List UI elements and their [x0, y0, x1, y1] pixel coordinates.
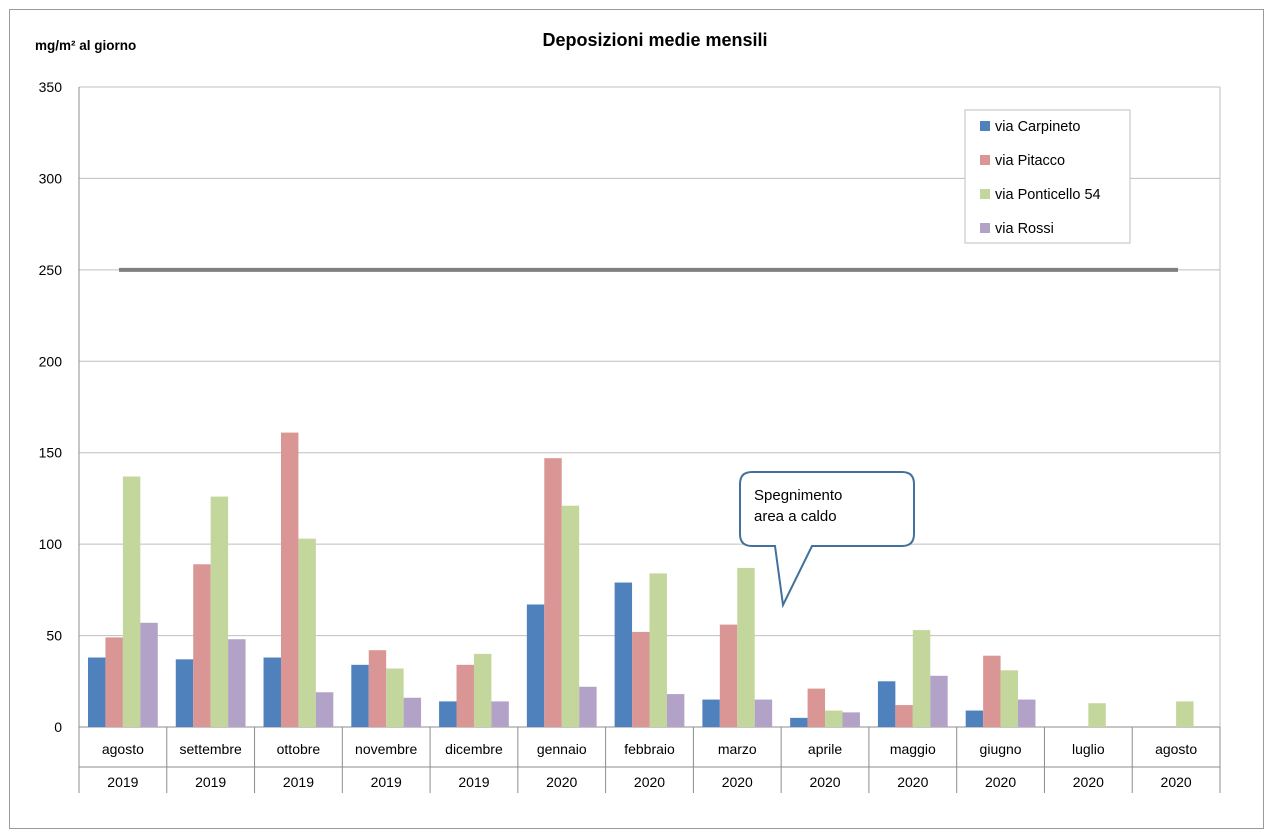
bar-via-rossi [754, 699, 773, 727]
legend-label: via Rossi [995, 221, 1054, 237]
bar-via-carpineto [614, 582, 633, 727]
y-axis-label: mg/m² al giorno [35, 38, 137, 53]
bar-via-rossi [228, 639, 246, 727]
bar-via-rossi [666, 694, 685, 727]
y-tick-label: 350 [39, 79, 63, 95]
y-tick-label: 250 [39, 262, 63, 278]
bar-via-rossi [579, 686, 597, 727]
legend-swatch [980, 155, 990, 165]
x-tick-label-month: settembre [180, 741, 242, 757]
x-tick-label-year: 2020 [1161, 774, 1192, 790]
bar-via-pitacco [193, 564, 211, 727]
bar-via-carpineto [877, 681, 896, 727]
x-tick-label-year: 2019 [107, 774, 138, 790]
bar-via-pitacco [368, 650, 387, 727]
x-tick-label-month: marzo [718, 741, 757, 757]
annotation-callout [739, 471, 915, 609]
bar-via-pitacco [105, 637, 123, 727]
legend-swatch [980, 121, 990, 131]
x-tick-label-month: agosto [1155, 741, 1197, 757]
x-tick-label-month: gennaio [537, 741, 587, 757]
y-tick-label: 100 [39, 536, 63, 552]
bar-via-carpineto [175, 659, 194, 727]
x-tick-label-year: 2019 [283, 774, 314, 790]
bar-via-ponticello-54 [825, 710, 843, 727]
x-tick-label-month: febbraio [624, 741, 675, 757]
x-tick-label-month: agosto [102, 741, 144, 757]
x-tick-label-year: 2019 [195, 774, 226, 790]
bar-via-pitacco [807, 688, 826, 727]
bar-via-rossi [315, 692, 334, 727]
bar-via-rossi [930, 675, 948, 727]
x-tick-label-month: giugno [980, 741, 1022, 757]
x-tick-label-year: 2019 [458, 774, 489, 790]
x-tick-label-month: ottobre [277, 741, 321, 757]
bar-via-ponticello-54 [1176, 701, 1194, 727]
bar-via-ponticello-54 [912, 630, 931, 727]
x-tick-label-year: 2020 [809, 774, 840, 790]
bar-via-ponticello-54 [122, 476, 141, 727]
annotation-text: area a caldo [754, 508, 837, 525]
chart-title: Deposizioni medie mensili [542, 30, 768, 50]
bar-via-ponticello-54 [210, 496, 229, 727]
x-tick-label-month: aprile [808, 741, 842, 757]
bar-via-ponticello-54 [298, 538, 316, 727]
x-tick-label-month: dicembre [445, 741, 503, 757]
x-tick-label-year: 2020 [1073, 774, 1104, 790]
bar-via-pitacco [719, 624, 738, 727]
bar-via-rossi [403, 697, 422, 727]
bar-via-ponticello-54 [561, 505, 580, 727]
bar-via-ponticello-54 [1088, 703, 1106, 727]
bar-via-pitacco [895, 705, 913, 727]
bar-via-carpineto [790, 717, 808, 727]
x-tick-label-year: 2019 [371, 774, 402, 790]
bar-via-rossi [491, 701, 509, 727]
x-tick-label-year: 2020 [546, 774, 577, 790]
x-tick-label-month: maggio [890, 741, 936, 757]
x-tick-label-month: novembre [355, 741, 417, 757]
bar-via-ponticello-54 [737, 567, 755, 727]
bar-via-rossi [140, 622, 158, 727]
y-tick-label: 150 [39, 445, 63, 461]
y-tick-label: 0 [54, 719, 62, 735]
x-tick-label-year: 2020 [985, 774, 1016, 790]
bar-via-pitacco [632, 631, 650, 727]
bar-via-carpineto [263, 657, 281, 727]
bar-via-pitacco [456, 664, 474, 727]
legend-swatch [980, 189, 990, 199]
bar-via-pitacco [544, 458, 562, 727]
legend-label: via Pitacco [995, 153, 1065, 169]
annotation-text: Spegnimento [754, 487, 842, 504]
x-tick-label-month: luglio [1072, 741, 1105, 757]
x-tick-label-year: 2020 [634, 774, 665, 790]
bar-via-pitacco [280, 432, 299, 727]
bar-via-pitacco [983, 655, 1001, 727]
bar-via-ponticello-54 [649, 573, 667, 727]
y-tick-label: 50 [46, 628, 62, 644]
legend-label: via Carpineto [995, 119, 1080, 135]
bar-via-carpineto [965, 710, 984, 727]
bar-via-ponticello-54 [1000, 670, 1019, 727]
bar-via-carpineto [351, 664, 369, 727]
bar-via-carpineto [702, 699, 720, 727]
bar-via-carpineto [439, 701, 457, 727]
x-tick-label-year: 2020 [897, 774, 928, 790]
y-tick-label: 200 [39, 353, 63, 369]
x-tick-label-year: 2020 [722, 774, 753, 790]
legend-swatch [980, 223, 990, 233]
y-tick-label: 300 [39, 170, 63, 186]
bar-via-carpineto [526, 604, 545, 727]
bar-via-ponticello-54 [386, 668, 404, 727]
bar-via-ponticello-54 [473, 653, 492, 727]
bar-via-carpineto [88, 657, 106, 727]
bar-via-rossi [842, 712, 860, 727]
legend-label: via Ponticello 54 [995, 187, 1101, 203]
bar-via-rossi [1018, 699, 1036, 727]
legend-box [964, 109, 1131, 244]
